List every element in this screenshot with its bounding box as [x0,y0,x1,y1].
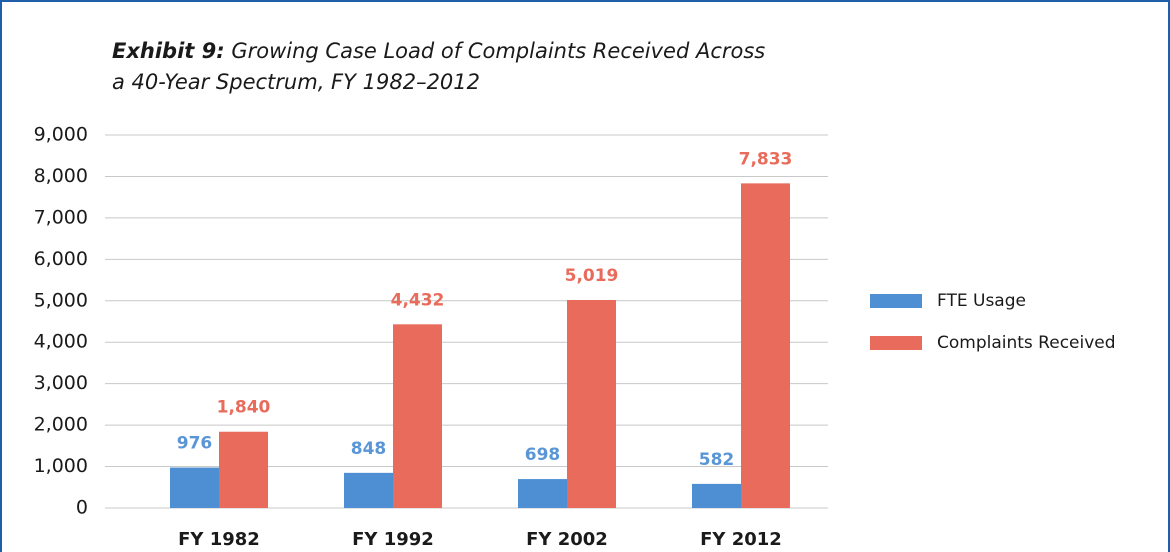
y-tick-label: 8,000 [34,165,88,187]
legend-swatch [870,336,922,350]
y-tick-label: 9,000 [34,124,88,146]
data-label: 582 [699,450,735,470]
y-tick-label: 6,000 [34,248,88,270]
y-tick-label: 4,000 [34,331,88,353]
bar [567,299,616,508]
y-tick-label: 0 [76,497,88,519]
bar [741,183,790,508]
bar [219,431,268,508]
y-tick-label: 5,000 [34,289,88,311]
x-tick-label: FY 1992 [352,529,434,550]
legend-swatch [870,294,922,308]
legend-label: FTE Usage [937,291,1026,311]
bar [344,472,393,508]
y-tick-label: 2,000 [34,414,88,436]
data-label: 1,840 [217,398,271,418]
bar [170,467,219,508]
y-tick-label: 7,000 [34,206,88,228]
data-label: 848 [351,439,387,459]
x-tick-label: FY 2012 [700,529,782,550]
title-lead: Exhibit 9: [112,39,225,63]
data-label: 7,833 [739,149,793,169]
bar [692,483,741,508]
bar [518,479,567,508]
title-line: a 40-Year Spectrum, FY 1982–2012 [112,70,480,94]
y-tick-label: 1,000 [34,455,88,477]
x-tick-label: FY 1982 [178,529,260,550]
data-label: 976 [177,434,213,454]
y-tick-label: 3,000 [34,372,88,394]
data-label: 698 [525,445,561,465]
legend-label: Complaints Received [937,333,1116,353]
chart-title: Exhibit 9: Growing Case Load of Complain… [112,39,765,63]
title-line: Growing Case Load of Complaints Received… [231,39,765,63]
data-label: 5,019 [565,266,619,286]
bar [393,324,442,508]
data-label: 4,432 [391,290,445,310]
x-tick-label: FY 2002 [526,529,608,550]
